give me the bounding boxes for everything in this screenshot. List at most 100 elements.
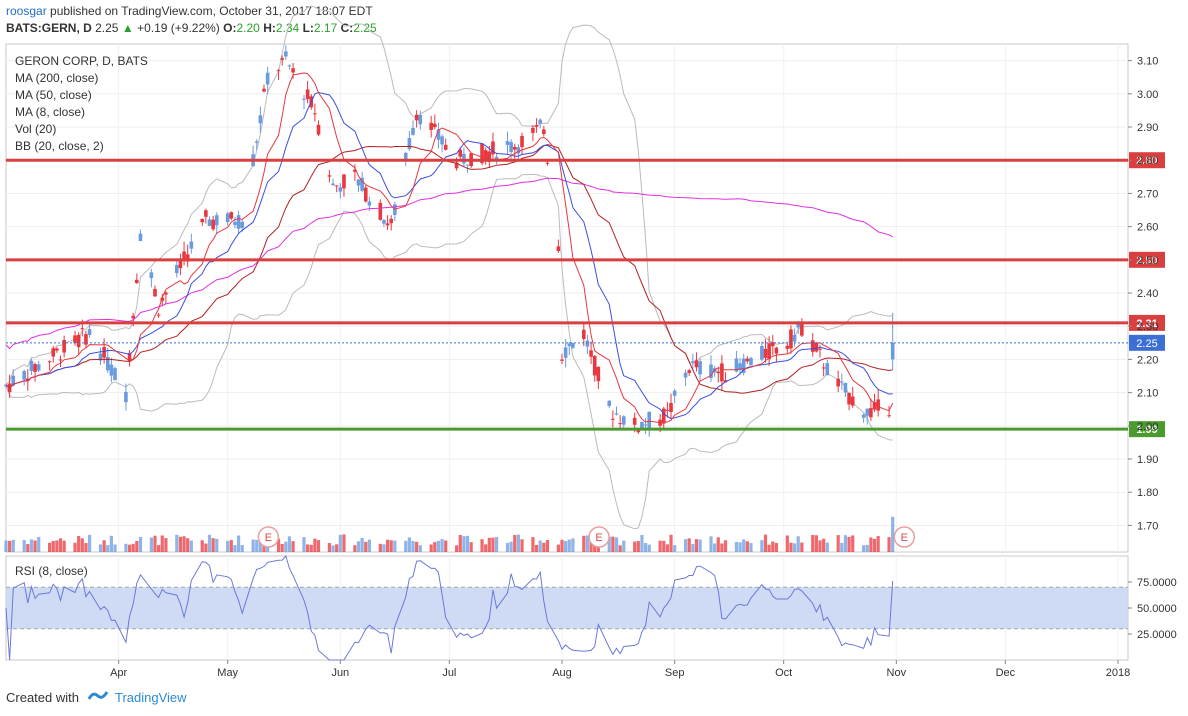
y-tick-label: 2.40 (1137, 288, 1158, 300)
level-label-box (1129, 251, 1165, 268)
volume-bar (393, 540, 397, 552)
candle-body (254, 141, 259, 143)
candle-body (749, 358, 753, 366)
volume-bars (4, 516, 895, 552)
volume-bar (513, 534, 517, 552)
volume-bar (814, 535, 818, 552)
candle-body (694, 360, 699, 368)
candle-body (138, 233, 143, 242)
volume-bar (164, 538, 168, 552)
volume-bar (516, 534, 520, 552)
candle-body (51, 348, 56, 357)
volume-bar (84, 543, 88, 552)
volume-bar (658, 540, 662, 552)
candle-body (582, 329, 586, 339)
legend-ma50: MA (50, close) (15, 88, 92, 102)
y-tick-label: 2.00 (1137, 421, 1158, 433)
volume-bar (306, 544, 310, 552)
volume-bar (633, 541, 637, 552)
volume-bar (37, 536, 41, 552)
y-tick-label: 2.90 (1137, 122, 1158, 134)
volume-bar (26, 544, 30, 552)
candle-body (792, 334, 797, 342)
symbol: BATS:GERN, D (6, 21, 92, 35)
candle-body (661, 408, 666, 424)
volume-bar (360, 537, 364, 552)
volume-bar (385, 539, 390, 552)
candle-body (607, 400, 612, 406)
level-label: 2.31 (1136, 318, 1157, 330)
candle-body (334, 185, 339, 187)
volume-bar (891, 516, 895, 552)
bollinger-bands (5, 5, 893, 530)
candle-body (178, 258, 183, 269)
candle-body (745, 358, 750, 362)
earnings-label: E (595, 532, 602, 544)
legend: GERON CORP, D, BATS MA (200, close) MA (… (15, 54, 148, 578)
volume-bar (862, 545, 866, 552)
candle-body (189, 241, 194, 249)
candle-body (211, 219, 215, 230)
volume-bar (542, 542, 546, 552)
candle-body (429, 122, 433, 130)
volume-bar (415, 541, 419, 552)
volume-bar (767, 544, 771, 552)
candle-body (512, 146, 517, 150)
candle-body (716, 371, 721, 374)
volume-bar (811, 534, 815, 552)
volume-bar (389, 540, 393, 552)
volume-bar (622, 540, 626, 552)
volume-bar (378, 543, 382, 552)
candle-body (80, 328, 85, 330)
volume-bar (127, 544, 132, 552)
volume-bar (647, 544, 651, 552)
o-label: O: (223, 21, 237, 35)
volume-bar (276, 538, 281, 552)
volume-bar (840, 542, 844, 552)
candle-body (494, 156, 499, 160)
volume-bar (98, 544, 103, 552)
up-arrow-icon: ▲ (121, 21, 134, 35)
volume-bar (636, 541, 640, 552)
volume-bar (106, 545, 110, 552)
volume-bar (87, 534, 92, 552)
author-link[interactable]: roosgar (6, 4, 47, 18)
volume-bar (545, 540, 550, 552)
volume-bar (618, 545, 622, 552)
axes: 3.10 3.00 2.90 2.80 2.70 2.60 2.50 2.40 2.30 2.20… (110, 56, 1177, 679)
volume-bar (789, 542, 793, 552)
volume-bar (687, 538, 691, 552)
volume-bar (534, 544, 539, 552)
candle-body (672, 390, 677, 396)
candle-body (534, 125, 539, 127)
candle-body (563, 347, 568, 358)
candle-body (876, 399, 880, 411)
candle-body (592, 356, 597, 376)
candle-body (770, 342, 775, 347)
tradingview-link[interactable]: TradingView (114, 690, 187, 705)
candle-body (229, 212, 234, 219)
volume-bar (175, 534, 179, 552)
volume-bar (455, 545, 459, 552)
candle-body (814, 342, 819, 352)
ohlc-line: BATS:GERN, D 2.25 ▲ +0.19 (+9.22%) O:2.2… (6, 21, 377, 35)
horizontal-levels: 2.80 2.50 2.31 1.99 2.25 E E E (6, 152, 1165, 548)
candle-body (505, 141, 510, 145)
volume-bar (763, 534, 768, 552)
candle-body (11, 375, 16, 386)
volume-bar (382, 544, 386, 552)
volume-bar (62, 540, 66, 552)
volume-bar (440, 539, 444, 552)
candle-body (353, 169, 357, 172)
volume-bar (836, 535, 840, 552)
y-tick-label: 2.80 (1137, 155, 1158, 167)
candle-body (113, 368, 117, 381)
candle-body (545, 162, 550, 164)
candle-body (767, 343, 771, 360)
volume-bar (851, 535, 855, 552)
volume-bar (607, 536, 611, 552)
volume-bar (865, 544, 869, 552)
candle-body (872, 402, 877, 410)
rsi-line (5, 554, 894, 661)
